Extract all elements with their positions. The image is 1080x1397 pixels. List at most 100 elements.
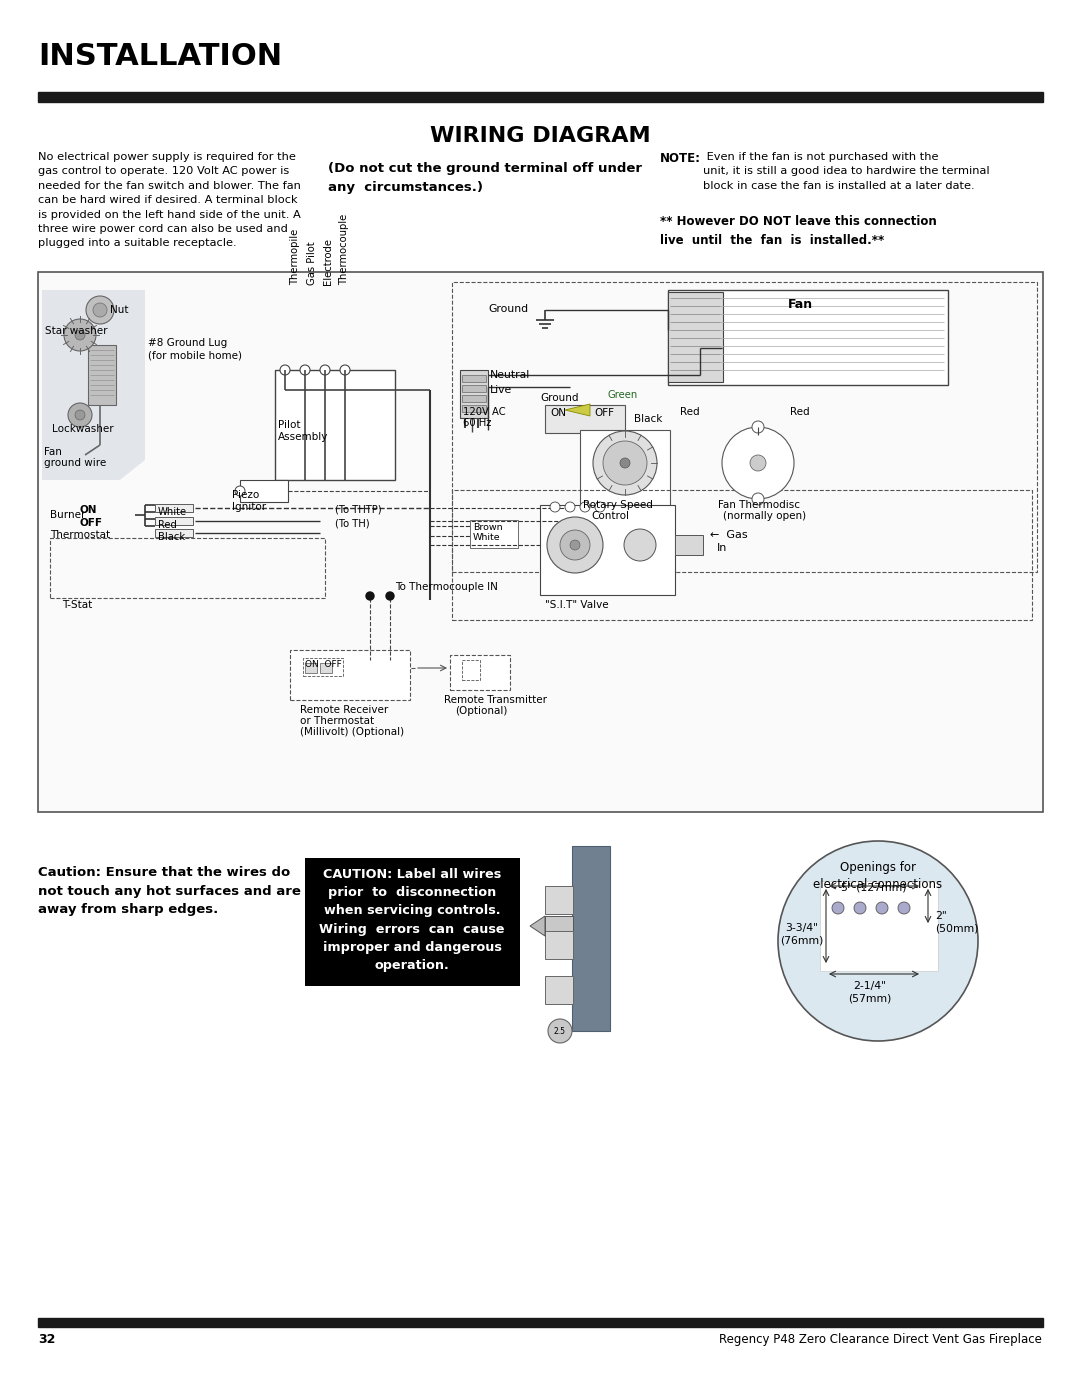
Text: No electrical power supply is required for the
gas control to operate. 120 Volt : No electrical power supply is required f…	[38, 152, 301, 249]
Bar	[462, 386, 486, 393]
Text: Ground: Ground	[488, 305, 528, 314]
Circle shape	[752, 420, 764, 433]
Circle shape	[620, 458, 630, 468]
Bar	[462, 405, 486, 412]
Circle shape	[580, 502, 590, 511]
Bar	[462, 395, 486, 402]
Text: Regency P48 Zero Clearance Direct Vent Gas Fireplace: Regency P48 Zero Clearance Direct Vent G…	[719, 1333, 1042, 1345]
Text: NOTE:: NOTE:	[660, 152, 701, 165]
Circle shape	[548, 1018, 572, 1044]
Text: To Thermocouple IN: To Thermocouple IN	[395, 583, 498, 592]
Bar	[305, 664, 318, 673]
Bar	[462, 374, 486, 381]
Polygon shape	[530, 916, 545, 936]
Text: 32: 32	[38, 1333, 55, 1345]
Text: Rotary Speed: Rotary Speed	[583, 500, 653, 510]
Text: Fan: Fan	[44, 447, 62, 457]
Circle shape	[75, 409, 85, 420]
Text: Thermocouple: Thermocouple	[339, 214, 349, 285]
Text: 3-3/4"
(76mm): 3-3/4" (76mm)	[781, 923, 824, 946]
Text: 2-1/4"
(57mm): 2-1/4" (57mm)	[848, 981, 892, 1003]
Circle shape	[68, 402, 92, 427]
Text: Fan Thermodisc: Fan Thermodisc	[718, 500, 800, 510]
Text: Fan: Fan	[787, 298, 812, 312]
Text: Live: Live	[490, 386, 512, 395]
Text: Openings for
electrical connections: Openings for electrical connections	[813, 861, 943, 891]
Text: OFF: OFF	[594, 408, 615, 418]
Circle shape	[75, 330, 85, 339]
Circle shape	[778, 841, 978, 1041]
Bar	[669, 291, 948, 386]
Bar	[450, 655, 510, 690]
Text: Brown: Brown	[473, 522, 502, 532]
Circle shape	[386, 592, 394, 599]
Text: 120V AC: 120V AC	[463, 407, 505, 416]
Bar	[291, 650, 410, 700]
Circle shape	[86, 296, 114, 324]
Text: 2"
(50mm): 2" (50mm)	[935, 911, 978, 933]
Circle shape	[832, 902, 843, 914]
Bar	[303, 658, 343, 676]
Circle shape	[595, 502, 605, 511]
Text: Remote Receiver: Remote Receiver	[300, 705, 388, 715]
Bar	[305, 858, 519, 986]
Circle shape	[750, 455, 766, 471]
Text: ON  OFF: ON OFF	[305, 659, 341, 669]
Text: ON: ON	[550, 408, 566, 418]
Text: 2.5: 2.5	[554, 1027, 566, 1035]
Text: OFF: OFF	[80, 518, 103, 528]
Bar	[156, 517, 193, 525]
Text: Pilot: Pilot	[278, 420, 300, 430]
Circle shape	[235, 486, 245, 496]
Bar	[572, 847, 610, 1031]
Circle shape	[570, 541, 580, 550]
Text: or Thermostat: or Thermostat	[300, 717, 374, 726]
Text: Nut: Nut	[110, 305, 129, 314]
Bar	[669, 292, 723, 381]
Text: ON: ON	[80, 504, 97, 515]
Circle shape	[561, 529, 590, 560]
Text: Red: Red	[789, 407, 810, 416]
Text: (To TH): (To TH)	[335, 518, 369, 528]
Text: #8 Ground Lug: #8 Ground Lug	[148, 338, 227, 348]
Bar	[453, 490, 1032, 620]
Text: Lockwasher: Lockwasher	[52, 425, 113, 434]
Bar	[545, 977, 573, 1004]
Bar	[38, 272, 1043, 812]
Text: Thermopile: Thermopile	[291, 229, 300, 285]
Text: Ground: Ground	[540, 393, 579, 402]
Text: Red: Red	[680, 407, 700, 416]
Circle shape	[624, 529, 656, 562]
Text: Remote Transmitter: Remote Transmitter	[444, 694, 546, 705]
Bar	[38, 92, 1043, 102]
Circle shape	[854, 902, 866, 914]
Text: "S.I.T" Valve: "S.I.T" Valve	[545, 599, 609, 610]
Polygon shape	[565, 404, 590, 416]
Text: 5" (127mm): 5" (127mm)	[841, 882, 907, 893]
Text: Assembly: Assembly	[278, 432, 328, 441]
Text: Even if the fan is not purchased with the
unit, it is still a good idea to hardw: Even if the fan is not purchased with th…	[703, 152, 989, 191]
Bar	[50, 538, 325, 598]
Circle shape	[897, 902, 910, 914]
Bar	[453, 282, 1037, 571]
Bar	[675, 535, 703, 555]
Bar	[460, 370, 488, 418]
Circle shape	[565, 502, 575, 511]
Text: Red: Red	[158, 520, 177, 529]
Text: Black: Black	[158, 532, 185, 542]
Circle shape	[752, 493, 764, 504]
Bar	[545, 916, 573, 936]
Circle shape	[723, 427, 794, 499]
Text: Thermostat: Thermostat	[50, 529, 110, 541]
Text: Ignitor: Ignitor	[232, 502, 266, 511]
Text: INSTALLATION: INSTALLATION	[38, 42, 282, 71]
Bar	[320, 664, 332, 673]
Circle shape	[64, 319, 96, 351]
Text: Gas Pilot: Gas Pilot	[307, 242, 318, 285]
Text: Electrode: Electrode	[323, 237, 333, 285]
Text: Black: Black	[634, 414, 662, 425]
Bar	[38, 1317, 1043, 1327]
Text: T-Stat: T-Stat	[62, 599, 92, 610]
Text: White: White	[158, 507, 187, 517]
Polygon shape	[42, 291, 145, 481]
